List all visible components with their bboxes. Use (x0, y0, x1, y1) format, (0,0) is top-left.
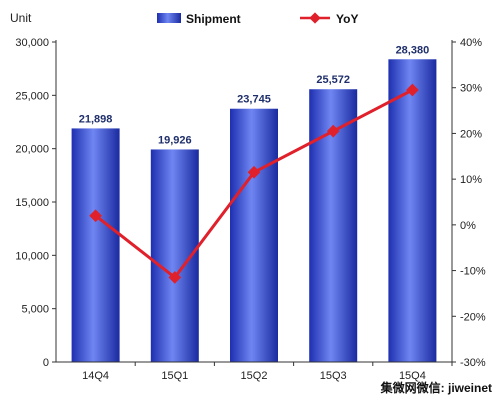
x-tick-label: 15Q2 (241, 370, 268, 382)
x-tick-label: 15Q3 (320, 370, 347, 382)
right-tick-label: 10% (460, 174, 482, 186)
yoy-point (89, 209, 102, 223)
left-axis-ticks: 0 5,000 10,000 15,000 20,000 25,000 30,000 (15, 37, 56, 369)
left-tick-label: 0 (43, 357, 49, 369)
watermark: 集微网微信: jiweinet (380, 380, 492, 395)
shipment-value-label: 28,380 (396, 44, 430, 56)
yoy-point (168, 271, 182, 284)
right-tick-label: 0% (460, 220, 476, 232)
shipment-value-label: 23,745 (237, 94, 271, 106)
left-tick-label: 20,000 (15, 144, 49, 156)
right-axis-ticks: -30% -20% -10% 0% 10% 20% 30% 40% (452, 37, 486, 369)
shipment-value-label: 19,926 (158, 134, 192, 146)
left-tick-label: 30,000 (15, 37, 49, 49)
shipment-value-label: 25,572 (316, 74, 350, 86)
shipment-bar (388, 59, 437, 362)
legend-yoy-marker (309, 12, 321, 24)
left-tick-label: 15,000 (15, 197, 49, 209)
shipment-bar (71, 128, 120, 362)
legend-shipment-label: Shipment (186, 12, 241, 26)
x-tick-label: 14Q4 (82, 370, 109, 382)
left-tick-label: 10,000 (15, 250, 49, 262)
x-axis-labels: 14Q4 15Q1 15Q2 15Q3 15Q4 (82, 362, 453, 382)
right-tick-label: -10% (460, 266, 486, 278)
shipment-value-label: 21,898 (79, 113, 113, 125)
shipment-data-labels: 21,898 19,926 23,745 25,572 28,380 (79, 44, 429, 146)
yoy-line-series (89, 83, 419, 284)
legend-shipment-swatch (157, 13, 181, 23)
left-tick-label: 25,000 (15, 90, 49, 102)
yoy-point (247, 165, 261, 179)
shipment-bar (230, 108, 278, 362)
legend: Shipment YoY (157, 12, 358, 26)
x-tick-label: 15Q4 (399, 370, 426, 382)
legend-yoy-label: YoY (336, 12, 358, 26)
right-tick-label: 20% (460, 128, 482, 140)
right-tick-label: 30% (460, 83, 482, 95)
left-tick-label: 5,000 (21, 304, 49, 316)
y-axis-unit-label: Unit (10, 11, 32, 25)
yoy-point (326, 124, 340, 138)
right-tick-label: -20% (460, 311, 486, 323)
right-tick-label: -30% (460, 357, 486, 369)
yoy-point (406, 83, 419, 97)
x-tick-label: 15Q1 (161, 370, 188, 382)
right-tick-label: 40% (460, 37, 482, 49)
